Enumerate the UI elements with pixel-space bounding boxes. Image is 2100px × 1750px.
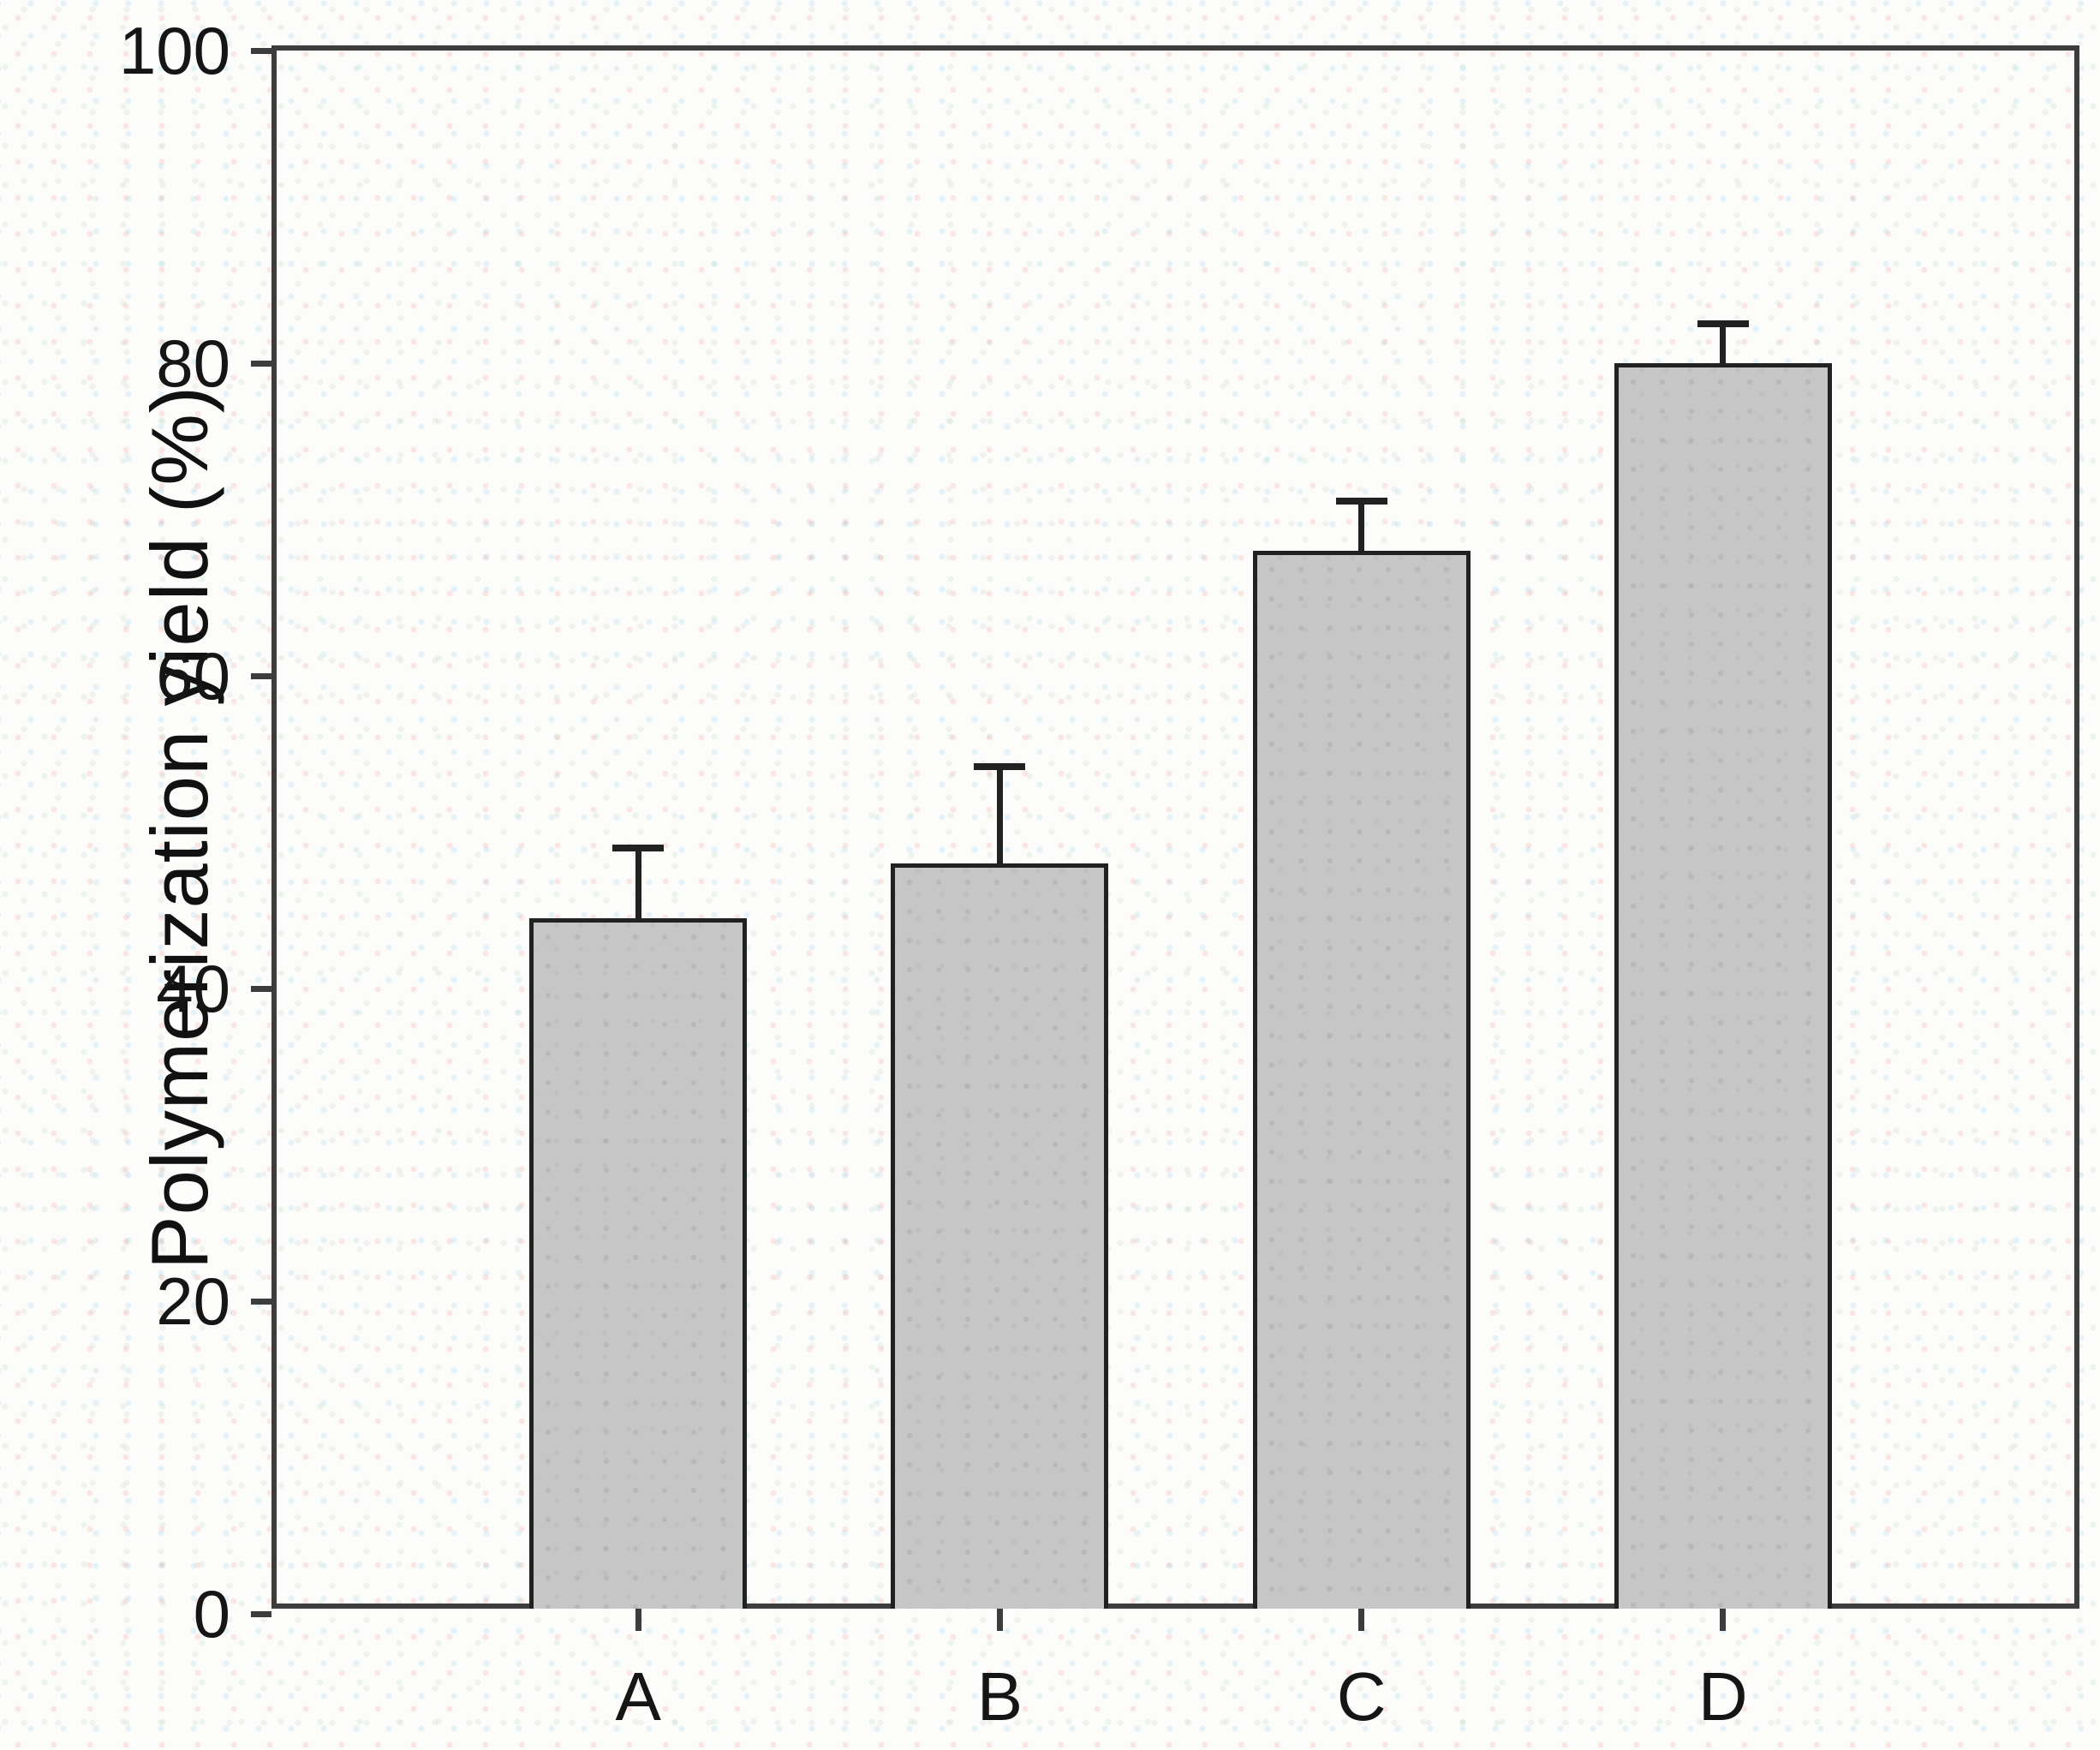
y-tick-label-80: 80 [156,326,230,401]
bar-A [529,917,748,1609]
error-bar-stem-D [1720,324,1727,363]
y-tick-label-100: 100 [118,13,230,88]
x-tick-label-D: D [1697,1658,1748,1735]
error-bar-stem-C [1358,500,1365,551]
y-tick-0 [251,1610,271,1617]
error-bar-cap-D [1697,320,1749,328]
bar-B [891,863,1109,1609]
bar-C [1252,551,1471,1609]
y-tick-label-20: 20 [156,1263,230,1339]
x-tick-B [996,1609,1003,1631]
error-bar-cap-C [1335,497,1387,505]
x-tick-label-A: A [615,1658,661,1735]
y-axis-title: Polymerization yield (%) [134,385,224,1269]
error-bar-cap-A [612,844,665,851]
error-bar-stem-A [635,847,641,918]
x-tick-label-B: B [976,1658,1023,1735]
y-tick-100 [251,47,271,54]
y-tick-label-0: 0 [193,1576,230,1651]
y-tick-20 [251,1298,271,1305]
bar-D [1614,363,1832,1609]
error-bar-cap-B [974,762,1026,770]
y-tick-label-40: 40 [156,951,230,1026]
plot-area: Polymerization yield (%) 0 20 40 60 80 100 A B C… [119,15,2079,1735]
y-tick-60 [251,672,271,679]
x-tick-label-C: C [1336,1658,1387,1735]
x-tick-C [1358,1609,1365,1631]
x-tick-D [1720,1609,1727,1631]
error-bar-stem-B [996,766,1003,863]
y-tick-80 [251,360,271,367]
x-tick-A [635,1609,641,1631]
y-tick-40 [251,985,271,992]
y-tick-label-60: 60 [156,638,230,714]
